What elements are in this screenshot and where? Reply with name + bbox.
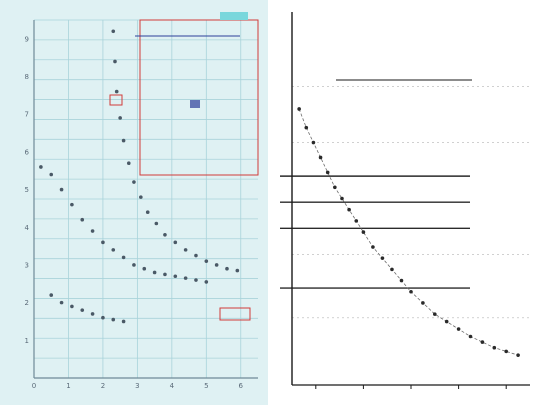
left-y-tick-label: 7 bbox=[25, 111, 29, 119]
right-series-1-point bbox=[311, 140, 316, 145]
left-series-2-point bbox=[111, 248, 116, 252]
left-series-1-point bbox=[111, 29, 116, 34]
left-series-1-point bbox=[121, 138, 126, 143]
left-series-1-point bbox=[214, 263, 219, 267]
left-series-1-point bbox=[183, 248, 188, 252]
left-series-3-point bbox=[70, 304, 74, 309]
left-x-tick-label: 3 bbox=[135, 382, 139, 390]
left-series-1-point bbox=[114, 89, 119, 94]
left-x-tick-label: 0 bbox=[32, 382, 36, 390]
left-series-3-point bbox=[90, 312, 95, 316]
left-series-2-point bbox=[132, 263, 136, 267]
right-series-1-point bbox=[340, 196, 344, 201]
left-series-1-point bbox=[204, 259, 209, 263]
left-series-1-point bbox=[132, 180, 136, 184]
right-series-1-point bbox=[456, 327, 461, 331]
left-legend-badge bbox=[220, 12, 248, 20]
left-series-2-point bbox=[142, 266, 147, 271]
left-x-tick-label: 4 bbox=[170, 382, 175, 390]
left-series-1-point bbox=[139, 195, 143, 199]
left-series-2-point bbox=[204, 280, 209, 284]
left-y-tick-label: 1 bbox=[25, 337, 29, 345]
left-series-1-point bbox=[163, 233, 167, 237]
left-y-tick-label: 4 bbox=[25, 224, 30, 232]
left-y-tick-label: 6 bbox=[25, 148, 30, 156]
right-series-1-point bbox=[318, 155, 323, 160]
left-panel-background bbox=[0, 0, 268, 405]
left-series-1-point bbox=[126, 161, 131, 165]
left-highlight-box-2 bbox=[219, 307, 251, 321]
right-series-1-point bbox=[480, 340, 485, 344]
left-y-tick-label: 3 bbox=[25, 261, 29, 269]
left-series-3-point bbox=[80, 308, 85, 312]
left-highlight-box-1 bbox=[109, 94, 123, 106]
left-y-tick-label: 9 bbox=[25, 35, 29, 43]
left-series-3-point bbox=[111, 317, 116, 322]
left-y-tick-label: 8 bbox=[25, 73, 29, 81]
left-series-1-point bbox=[194, 253, 198, 258]
right-series-1-point bbox=[380, 256, 385, 260]
left-series-2-point bbox=[49, 172, 54, 177]
right-series-1-point bbox=[409, 289, 413, 294]
left-series-2-point bbox=[101, 240, 105, 245]
right-series-1-point bbox=[504, 349, 509, 354]
left-inset-box bbox=[139, 19, 259, 176]
right-series-1-point bbox=[371, 245, 375, 249]
right-series-1-point bbox=[433, 312, 437, 316]
left-x-tick-label: 2 bbox=[101, 382, 105, 390]
left-y-tick-label: 2 bbox=[25, 299, 29, 307]
left-series-2-point bbox=[163, 272, 167, 277]
right-series-1-point bbox=[297, 107, 301, 111]
left-series-1-point bbox=[235, 268, 240, 273]
right-series-1-point bbox=[444, 319, 449, 324]
left-series-2-point bbox=[39, 165, 43, 169]
left-series-3-point bbox=[49, 293, 54, 297]
left-series-1-point bbox=[225, 266, 229, 271]
right-series-1-point bbox=[325, 170, 330, 175]
left-series-2-point bbox=[59, 187, 64, 192]
left-x-tick-label: 6 bbox=[239, 382, 244, 390]
right-series-1-point bbox=[304, 125, 309, 130]
left-series-1-point bbox=[173, 240, 178, 245]
left-series-3-point bbox=[101, 315, 105, 320]
left-series-1-point bbox=[145, 210, 150, 214]
right-series-curve bbox=[298, 108, 519, 356]
right-series-1-point bbox=[421, 301, 425, 305]
left-series-2-point bbox=[121, 255, 126, 260]
left-x-tick-label: 1 bbox=[66, 382, 70, 390]
left-series-1-point bbox=[113, 59, 117, 64]
left-series-1-point bbox=[154, 221, 159, 226]
right-series-1-point bbox=[492, 345, 497, 350]
left-series-2-point bbox=[90, 229, 95, 233]
left-series-3-point bbox=[59, 300, 64, 305]
left-series-2-point bbox=[152, 270, 157, 275]
left-series-2-point bbox=[80, 217, 85, 222]
left-series-1-point bbox=[118, 116, 122, 120]
left-series-3-point bbox=[121, 319, 126, 324]
right-series-1-point bbox=[516, 353, 520, 357]
right-series-1-point bbox=[333, 185, 337, 190]
left-series-2-point bbox=[173, 274, 178, 279]
right-series-1-point bbox=[354, 219, 359, 223]
left-y-tick-label: 5 bbox=[25, 186, 29, 194]
right-series-1-point bbox=[347, 207, 351, 212]
left-x-tick-label: 5 bbox=[204, 382, 208, 390]
left-series-2-point bbox=[183, 276, 188, 280]
right-series-1-point bbox=[468, 334, 473, 339]
left-series-2-point bbox=[70, 202, 74, 207]
left-inset-marker bbox=[190, 100, 200, 108]
right-series-1-point bbox=[390, 267, 394, 272]
right-series-1-point bbox=[399, 278, 404, 283]
right-series-1-point bbox=[361, 230, 366, 234]
left-series-2-point bbox=[194, 278, 198, 282]
